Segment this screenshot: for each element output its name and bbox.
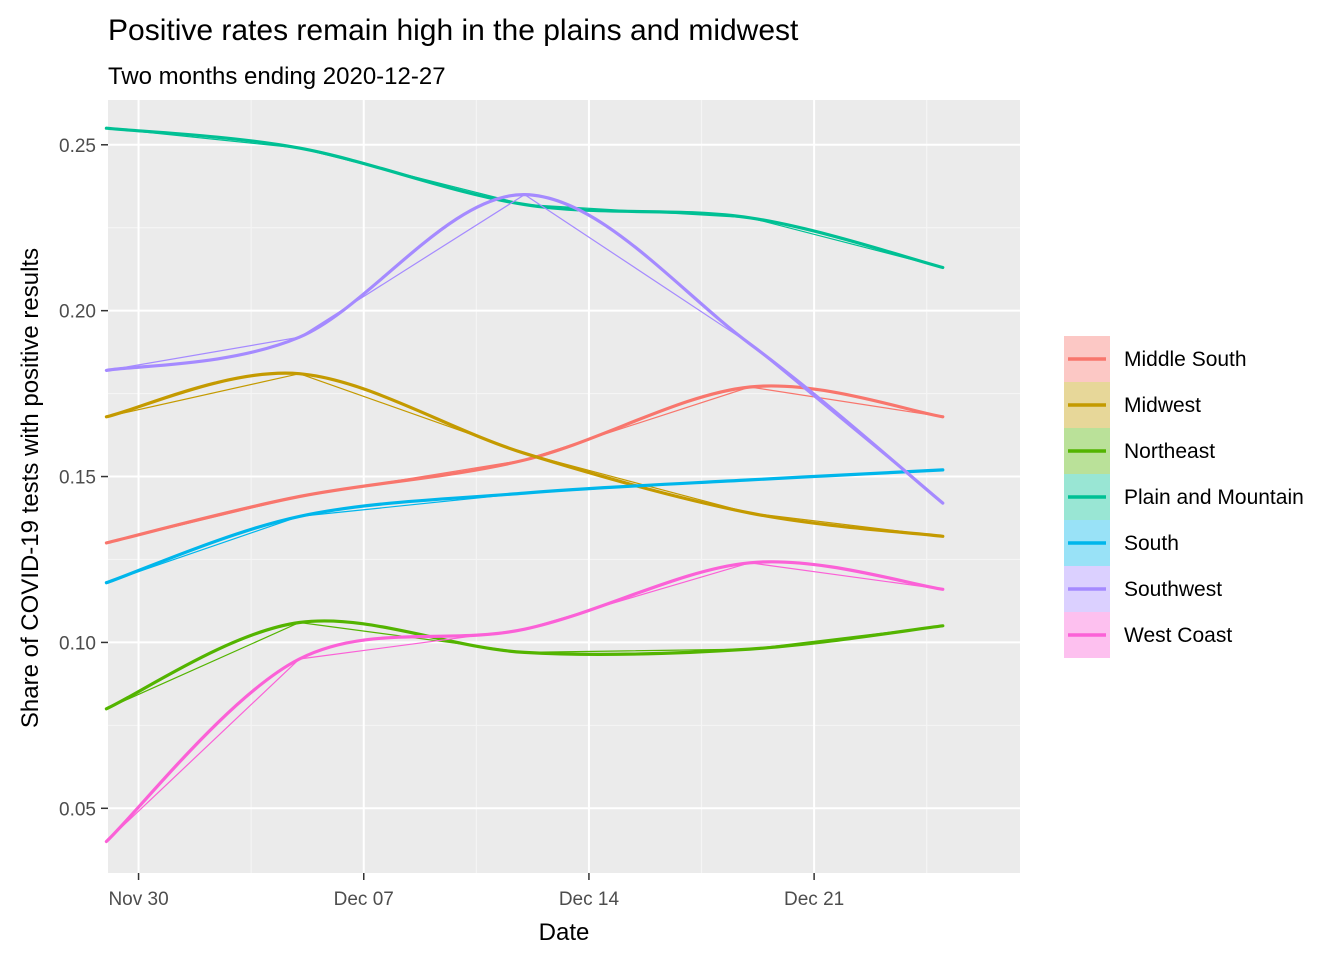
legend-label-northeast: Northeast — [1124, 440, 1215, 463]
legend: Middle South Midwest Northeast Plain and Mo… — [1064, 336, 1304, 658]
grid-minor — [108, 100, 1020, 873]
grid-major — [108, 100, 1020, 873]
y-tick-label: 0.25 — [59, 136, 96, 157]
x-axis-ticks: Nov 30 Dec 07 Dec 14 Dec 21 — [108, 873, 844, 910]
plot-panel — [108, 100, 1020, 873]
y-tick-label: 0.15 — [59, 468, 96, 489]
legend-label-middle-south: Middle South — [1124, 348, 1247, 371]
x-tick-label: Dec 21 — [784, 889, 844, 910]
legend-label-southwest: Southwest — [1124, 578, 1222, 601]
x-tick-label: Dec 07 — [334, 889, 394, 910]
x-axis-title: Date — [539, 919, 590, 946]
legend-label-south: South — [1124, 532, 1179, 555]
legend-label-plain-and-mountain: Plain and Mountain — [1124, 486, 1304, 509]
y-tick-label: 0.20 — [59, 302, 96, 323]
series-smooth-midwest — [104, 371, 945, 538]
y-tick-label: 0.10 — [59, 633, 96, 654]
chart-subtitle: Two months ending 2020-12-27 — [108, 63, 446, 90]
series-smooth-plain-and-mountain — [104, 126, 945, 270]
series-smooth-south — [104, 468, 945, 585]
y-tick-label: 0.05 — [59, 799, 96, 820]
x-tick-label: Dec 14 — [559, 889, 620, 910]
x-tick-label: Nov 30 — [108, 889, 168, 910]
legend-label-west-coast: West Coast — [1124, 624, 1232, 647]
chart-title: Positive rates remain high in the plains… — [108, 14, 799, 47]
series-smooth-northeast — [104, 619, 945, 711]
y-axis-ticks: 0.05 0.10 0.15 0.20 0.25 — [59, 136, 108, 820]
series-smooth-southwest — [104, 192, 945, 505]
series-layer — [104, 126, 945, 844]
legend-label-midwest: Midwest — [1124, 394, 1201, 417]
series-smooth-middle-south — [104, 384, 945, 545]
series-smooth-west-coast — [104, 560, 945, 844]
y-axis-title: Share of COVID-19 tests with positive re… — [17, 248, 44, 728]
